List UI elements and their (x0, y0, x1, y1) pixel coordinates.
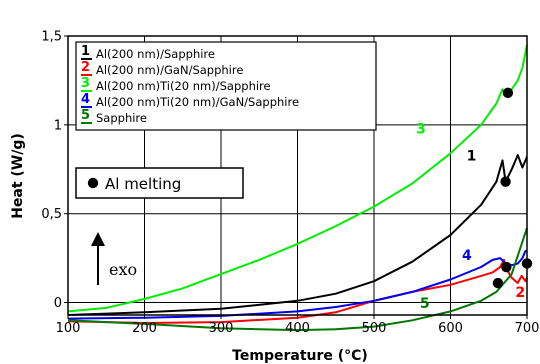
y-tick-label-0,5: 0,5 (41, 207, 62, 222)
curve-labels: 1 2 3 4 5 (416, 122, 525, 312)
exo-arrow-head (91, 232, 105, 246)
x-tick-label-300: 300 (209, 321, 234, 336)
legend: 1 Al(200 nm)/Sapphire 2 Al(200 nm)/GaN/Sapp… (75, 41, 377, 131)
al-melting-points (492, 87, 533, 289)
legend-label-1: Al(200 nm)/Sapphire (96, 47, 215, 61)
series-5-line (67, 227, 528, 332)
exo-label: exo (109, 260, 137, 279)
x-tick-label-100: 100 (56, 321, 81, 336)
curves (67, 44, 528, 332)
legend-label-4: Al(200 nm)Ti(20 nm)/GaN/Sapphire (96, 95, 299, 109)
legend-number-4: 4 (81, 92, 90, 107)
x-tick-label-400: 400 (285, 321, 310, 336)
y-tick-label-1: 1 (54, 118, 62, 133)
x-tick-label-500: 500 (362, 321, 387, 336)
legend-label-5: Sapphire (96, 111, 147, 125)
y-tick-label-0: 0 (54, 296, 62, 311)
series-3-label: 3 (416, 122, 426, 138)
legend-frame (75, 41, 377, 131)
legend-number-1: 1 (81, 44, 90, 59)
al-melting-point-4 (501, 261, 512, 273)
series-2-label: 2 (516, 285, 526, 301)
series-1-label: 1 (467, 148, 477, 164)
y-axis-title: Heat (W/g) (10, 133, 26, 219)
series-4-line (67, 250, 527, 320)
series-2-line (67, 258, 528, 324)
al-melting-point-2 (500, 176, 511, 187)
x-tick-label-200: 200 (132, 321, 157, 336)
series-4-label: 4 (462, 248, 472, 264)
melting-box-label: Al melting (105, 175, 181, 193)
legend-label-2: Al(200 nm)/GaN/Sapphire (96, 63, 243, 77)
legend-number-3: 3 (81, 76, 90, 91)
melting-box: Al melting (75, 167, 244, 199)
legend-number-2: 2 (81, 60, 90, 75)
series-3-line (67, 44, 528, 313)
x-tick-label-600: 600 (438, 321, 463, 336)
melting-box-marker (87, 177, 99, 189)
axis-ticks: 100 200 300 400 500 600 700 0 0,5 1 1,5 (41, 30, 539, 337)
y-tick-label-1,5: 1,5 (41, 30, 62, 45)
melting-box-frame (75, 167, 244, 199)
x-axis-title: Temperature (°C) (232, 348, 368, 364)
series-5-label: 5 (420, 296, 430, 312)
legend-number-5: 5 (81, 108, 90, 123)
exo-indicator: exo (91, 232, 137, 285)
x-tick-label-700: 700 (515, 321, 540, 336)
legend-label-3: Al(200 nm)Ti(20 nm)/Sapphire (96, 79, 271, 93)
al-melting-point-1 (502, 87, 514, 99)
al-melting-point-3 (492, 277, 504, 289)
series-1-line (67, 154, 528, 316)
